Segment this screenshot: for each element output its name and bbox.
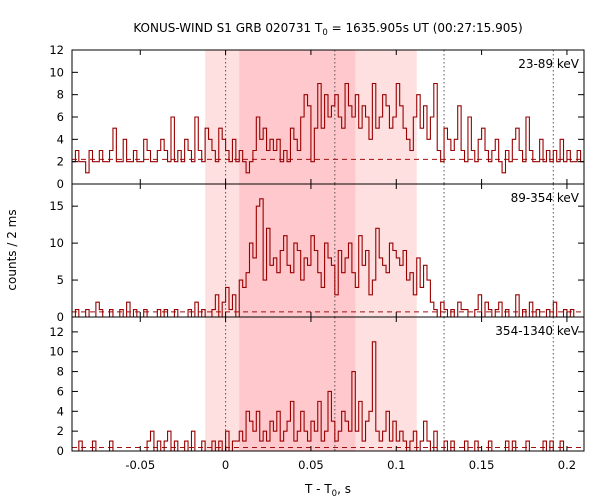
histogram-series (72, 341, 584, 451)
y-tick-label: 10 (49, 236, 64, 250)
panel-energy-label: 23-89 keV (518, 57, 580, 71)
histogram-series (72, 82, 584, 174)
y-tick-label: 8 (57, 88, 64, 102)
panel-1: 0 2 4 6 8 10 12 23-89 keV (49, 43, 585, 191)
y-tick-label: 8 (57, 365, 64, 379)
x-tick-label: 0.1 (387, 458, 405, 472)
y-tick-label: 4 (57, 132, 64, 146)
y-tick-label: 12 (49, 325, 64, 339)
y-tick-label: 0 (57, 444, 64, 458)
x-tick-label: 0.05 (298, 458, 324, 472)
panels: 0 2 4 6 8 10 12 23-89 keV 0 5 10 15 89-354 keV 0 2 4 6 8 1… (49, 43, 585, 472)
y-axis-label: counts / 2 ms (5, 209, 19, 290)
y-tick-label: 10 (49, 65, 64, 79)
panel-3: 0 2 4 6 8 10 12 354-1340 keV (49, 316, 585, 458)
y-tick-label: 4 (57, 404, 64, 418)
y-tick-label: 15 (49, 199, 64, 213)
panel-energy-label: 354-1340 keV (495, 324, 579, 338)
chart-title: KONUS-WIND S1 GRB 020731 T0 = 1635.905s … (133, 21, 522, 38)
y-tick-label: 2 (57, 155, 64, 169)
panel-2: 0 5 10 15 89-354 keV (49, 183, 585, 324)
x-axis-label: T - T0, s (304, 482, 351, 499)
y-tick-label: 2 (57, 424, 64, 438)
y-tick-label: 6 (57, 384, 64, 398)
histogram-series (72, 198, 584, 317)
y-tick-label: 0 (57, 310, 64, 324)
x-tick-label: -0.05 (125, 458, 155, 472)
x-tick-label: 0.15 (469, 458, 495, 472)
y-tick-label: 5 (57, 273, 64, 287)
y-tick-label: 0 (57, 177, 64, 191)
shaded-interval-2 (239, 317, 356, 451)
x-tick-label: 0.2 (558, 458, 576, 472)
panel-energy-label: 89-354 keV (511, 191, 580, 205)
x-tick-label: 0 (222, 458, 229, 472)
y-tick-label: 12 (49, 43, 64, 57)
y-tick-label: 6 (57, 110, 64, 124)
y-tick-label: 10 (49, 345, 64, 359)
panel-frame (71, 316, 585, 452)
